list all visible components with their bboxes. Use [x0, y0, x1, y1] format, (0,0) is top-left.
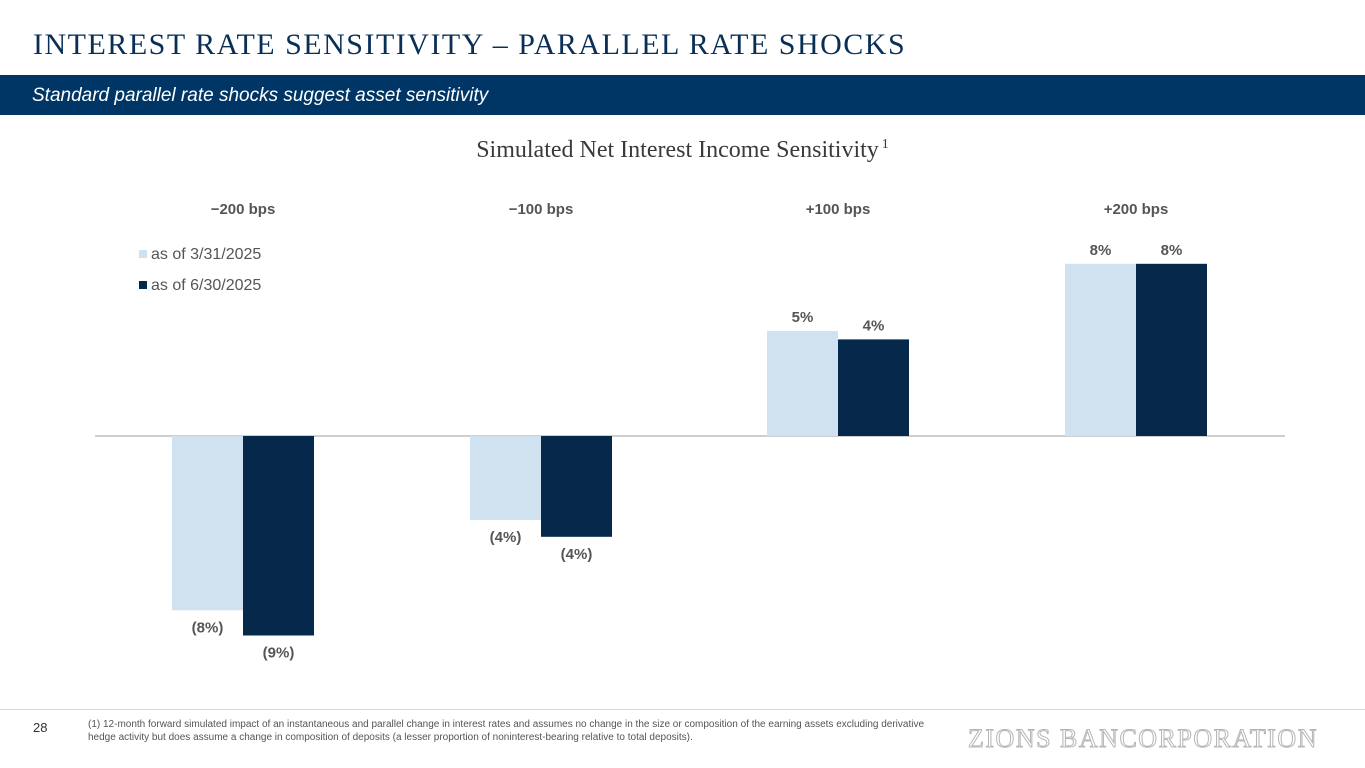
bar-jun-2025: [838, 339, 909, 436]
category-label: +200 bps: [1104, 201, 1169, 218]
footer-divider: [0, 709, 1365, 710]
data-label: 8%: [1161, 242, 1183, 259]
data-label: 8%: [1090, 242, 1112, 259]
subtitle-text: Standard parallel rate shocks suggest as…: [32, 85, 489, 106]
data-label: (4%): [490, 529, 522, 546]
footnote: (1) 12-month forward simulated impact of…: [88, 719, 925, 743]
chart-title-text: Simulated Net Interest Income Sensitivit…: [476, 137, 879, 163]
bar-mar-2025: [470, 436, 541, 520]
bar-mar-2025: [767, 331, 838, 436]
data-label: 4%: [863, 317, 885, 334]
chart-title-footnote-marker: 1: [881, 137, 889, 152]
data-label: (9%): [263, 645, 295, 662]
legend-label: as of 3/31/2025: [151, 246, 261, 263]
data-label: (4%): [561, 546, 593, 563]
bar-mar-2025: [172, 436, 243, 611]
legend-swatch: [139, 281, 147, 289]
category-label: +100 bps: [806, 201, 871, 218]
category-label: −200 bps: [211, 201, 276, 218]
page-number: 28: [33, 720, 48, 735]
bar-mar-2025: [1065, 263, 1136, 436]
legend-swatch: [139, 250, 147, 258]
company-logo: ZIONS BANCORPORATION: [968, 724, 1318, 754]
page-title: INTEREST RATE SENSITIVITY – PARALLEL RAT…: [33, 28, 907, 61]
legend-label: as of 6/30/2025: [151, 277, 261, 294]
subtitle-banner: Standard parallel rate shocks suggest as…: [0, 75, 1365, 115]
category-label: −100 bps: [509, 201, 574, 218]
bar-jun-2025: [541, 436, 612, 537]
data-label: (8%): [192, 619, 224, 636]
data-label: 5%: [792, 309, 814, 326]
chart-title: Simulated Net Interest Income Sensitivit…: [0, 137, 1365, 164]
bar-jun-2025: [1136, 263, 1207, 436]
bar-jun-2025: [243, 436, 314, 636]
